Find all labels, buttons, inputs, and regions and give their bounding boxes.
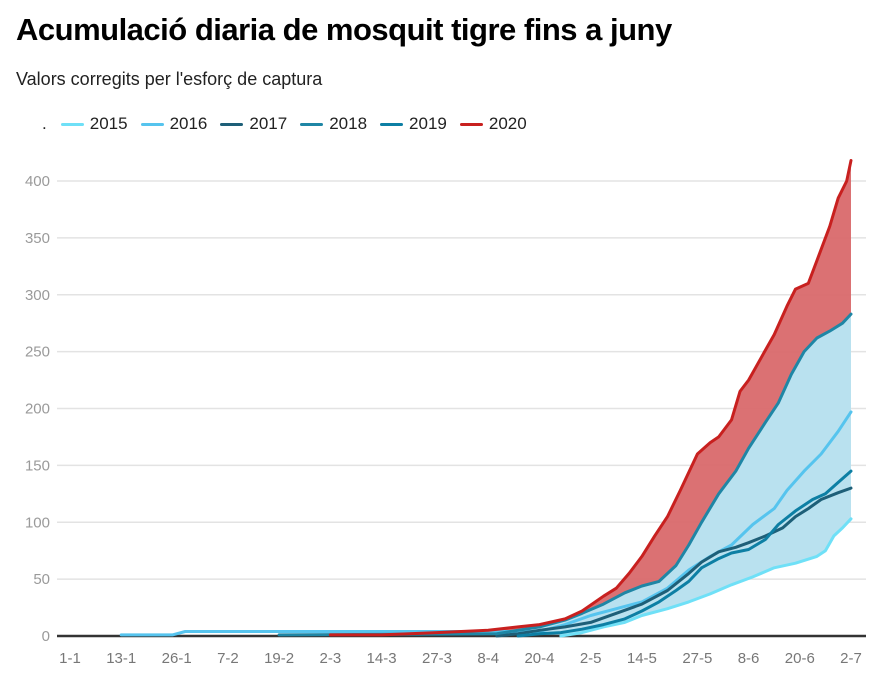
x-tick-label: 2-7 xyxy=(840,650,862,667)
legend-label: 2018 xyxy=(329,114,368,133)
x-tick-label: 8-6 xyxy=(738,650,760,667)
series-line-2015 xyxy=(559,517,853,638)
x-tick-label: 20-6 xyxy=(785,650,815,667)
legend-swatch xyxy=(140,122,164,126)
x-tick-label: 26-1 xyxy=(162,650,192,667)
legend-item-2015[interactable]: 2015 xyxy=(60,114,128,134)
legend-prefix: . xyxy=(42,114,47,133)
legend-swatch xyxy=(60,122,84,126)
legend-item-2016[interactable]: 2016 xyxy=(140,114,208,134)
legend-item-2020[interactable]: 2020 xyxy=(459,114,527,134)
y-tick-label: 0 xyxy=(42,628,50,645)
x-tick-label: 1-1 xyxy=(59,650,81,667)
series-line-2018 xyxy=(277,312,853,637)
x-tick-label: 13-1 xyxy=(106,650,136,667)
legend: . 2015 2016 2017 2018 2019 2020 xyxy=(42,114,540,134)
chart-subtitle: Valors corregits per l'esforç de captura xyxy=(16,69,323,89)
legend-swatch xyxy=(459,122,483,126)
chart-title: Acumulació diaria de mosquit tigre fins … xyxy=(16,12,672,47)
series-line-2019 xyxy=(516,469,853,638)
legend-swatch xyxy=(220,122,244,126)
x-tick-label: 8-4 xyxy=(477,650,499,667)
x-tick-label: 27-3 xyxy=(422,650,452,667)
y-tick-label: 100 xyxy=(25,514,50,531)
series-line-2017 xyxy=(495,486,853,638)
legend-label: 2017 xyxy=(249,114,288,133)
x-tick-label: 19-2 xyxy=(264,650,294,667)
x-tick-label: 27-5 xyxy=(682,650,712,667)
legend-label: 2020 xyxy=(488,114,527,133)
legend-label: 2015 xyxy=(89,114,128,133)
legend-label: 2016 xyxy=(169,114,208,133)
y-tick-label: 300 xyxy=(25,287,50,304)
x-tick-label: 14-3 xyxy=(367,650,397,667)
y-tick-label: 150 xyxy=(25,457,50,474)
historic-band xyxy=(279,314,852,636)
legend-item-2019[interactable]: 2019 xyxy=(380,114,447,134)
x-tick-label: 20-4 xyxy=(524,650,554,667)
y-tick-label: 200 xyxy=(25,401,50,418)
x-tick-label: 2-5 xyxy=(580,650,602,667)
legend-swatch xyxy=(380,122,404,126)
legend-label: 2019 xyxy=(409,114,447,133)
y-tick-label: 350 xyxy=(25,230,50,247)
x-tick-label: 7-2 xyxy=(217,650,239,667)
y-tick-label: 400 xyxy=(25,173,50,190)
y-tick-label: 250 xyxy=(25,344,50,361)
series-line-2020 xyxy=(328,159,853,637)
legend-item-2018[interactable]: 2018 xyxy=(300,114,367,134)
legend-item-2017[interactable]: 2017 xyxy=(220,114,287,134)
legend-swatch xyxy=(300,122,324,126)
y-tick-label: 50 xyxy=(33,571,50,588)
x-tick-label: 2-3 xyxy=(319,650,341,667)
x-tick-label: 14-5 xyxy=(627,650,657,667)
